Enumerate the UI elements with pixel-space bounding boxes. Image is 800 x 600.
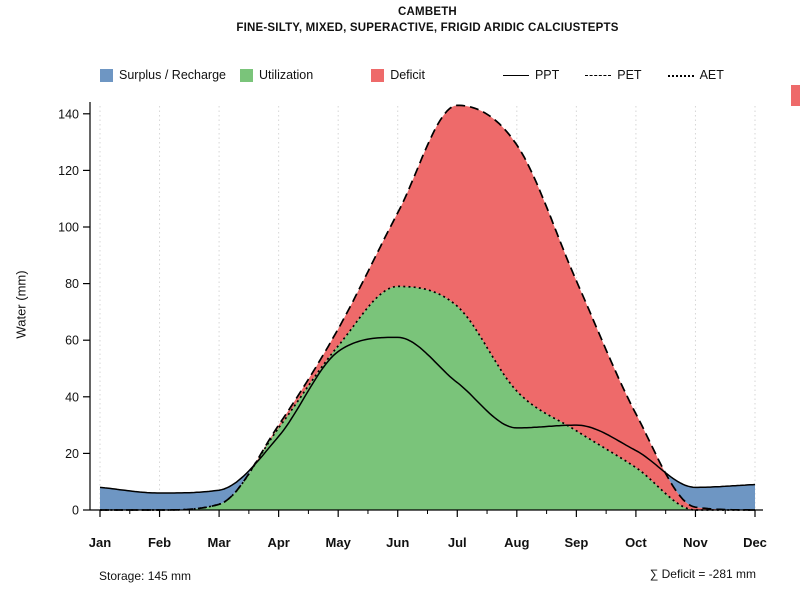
utilization-swatch-icon — [240, 68, 254, 82]
legend-label-aet: AET — [699, 68, 724, 82]
dashed-line-icon — [585, 75, 612, 76]
y-tick-label: 80 — [65, 277, 79, 291]
legend-item-pet: PET — [585, 68, 642, 82]
legend: Surplus / Recharge Utilization Deficit P… — [100, 68, 760, 82]
legend-label-ppt: PPT — [534, 68, 560, 82]
water-balance-chart: 0 20 40 60 80 100 120 140 Jan Feb Mar Apr May Jun Jul A… — [58, 102, 767, 550]
solid-line-icon — [502, 75, 529, 76]
chart-title: CAMBETH — [398, 6, 457, 18]
y-tick-label: 20 — [65, 447, 79, 461]
y-tick-label: 140 — [58, 107, 79, 121]
legend-label-utilization: Utilization — [259, 68, 314, 82]
x-tick-label: Jul — [448, 535, 467, 550]
deficit-area — [100, 105, 755, 511]
pet-line — [100, 104, 755, 511]
x-tick-label: Aug — [504, 535, 529, 550]
surplus-swatch-icon — [100, 68, 113, 82]
deficit-swatch-icon — [371, 68, 385, 82]
legend-label-pet: PET — [617, 68, 642, 82]
x-tick-label: Nov — [683, 535, 708, 550]
ppt-line — [99, 336, 756, 494]
legend-item-utilization: Utilization — [240, 68, 313, 82]
x-tick-label: May — [326, 535, 352, 550]
x-tick-label: Oct — [625, 535, 647, 550]
dotted-line-icon — [667, 74, 694, 77]
y-tick-label: 0 — [72, 504, 79, 518]
legend-item-ppt: PPT — [502, 68, 560, 82]
y-tick-label: 100 — [58, 221, 79, 235]
legend-item-aet: AET — [667, 68, 724, 82]
chart-header: CAMBETH FINE-SILTY, MIXED, SUPERACTIVE, … — [0, 4, 800, 36]
legend-item-surplus: Surplus / Recharge — [100, 68, 226, 82]
aet-line — [100, 285, 755, 511]
legend-item-deficit: Deficit — [371, 68, 425, 82]
deficit-sum-note: ∑ Deficit = -281 mm — [649, 567, 756, 581]
x-tick-label: Jan — [89, 535, 111, 550]
y-tick-label: 40 — [65, 390, 79, 404]
red-edge-mark — [791, 85, 800, 106]
storage-note: Storage: 145 mm — [99, 569, 192, 583]
x-tick-label: Mar — [208, 535, 231, 550]
x-tick-label: Feb — [148, 535, 171, 550]
legend-label-deficit: Deficit — [390, 68, 425, 82]
x-tick-label: Dec — [743, 535, 767, 550]
x-tick-label: Jun — [386, 535, 409, 550]
y-tick-label: 60 — [65, 334, 79, 348]
legend-label-surplus: Surplus / Recharge — [119, 68, 227, 82]
y-tick-label: 120 — [58, 164, 79, 178]
chart-subtitle: FINE-SILTY, MIXED, SUPERACTIVE, FRIGID A… — [236, 22, 619, 34]
x-tick-label: Apr — [267, 535, 289, 550]
x-tick-label: Sep — [564, 535, 588, 550]
